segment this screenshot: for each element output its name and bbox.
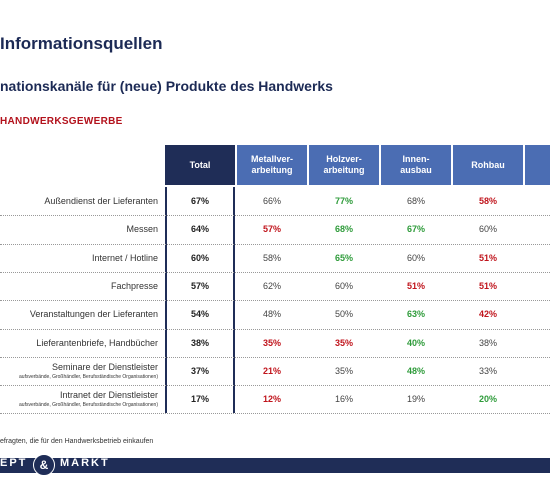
column-header: Rohbau — [453, 145, 523, 185]
section-label: HANDWERKSGEWERBE — [0, 116, 123, 127]
cell-value: 60% — [478, 224, 497, 235]
cell-value: 58% — [478, 196, 497, 206]
column-header: Total — [165, 145, 235, 185]
cell-value: 60% — [406, 252, 425, 263]
cell-value: 57% — [190, 280, 209, 291]
cell-value: 35% — [334, 365, 353, 376]
column-header: Metallver-arbeitung — [237, 145, 307, 185]
cell-value: 35% — [262, 337, 281, 348]
cell-value: 16% — [334, 394, 353, 405]
cell-value: 37% — [190, 365, 209, 376]
cell-value: 12% — [262, 394, 281, 405]
cell-value: 68% — [406, 196, 425, 206]
column-header: Innen-ausbau — [381, 145, 451, 185]
header-text: Innen- — [402, 154, 430, 164]
subtitle: nationskanäle für (neue) Produkte des Ha… — [0, 78, 333, 94]
cell-value: 42% — [478, 309, 497, 320]
cell-value: 77% — [334, 196, 353, 206]
row-label: Fachpresse — [110, 280, 158, 291]
row-separator — [0, 356, 550, 358]
cell-value: 48% — [406, 365, 425, 376]
cell-value: 51% — [406, 280, 425, 291]
cell-value: 51% — [478, 280, 497, 291]
cell-value: 60% — [334, 280, 353, 291]
cell-value: 58% — [262, 252, 281, 263]
row-sublabel: aufsverbände, Großhändler, Berufsständis… — [19, 402, 158, 409]
row-label: Internet / Hotline — [91, 252, 158, 263]
header-text: Metallver- — [250, 154, 294, 164]
header-text: Holzver- — [326, 154, 362, 164]
cell-value: 57% — [262, 224, 281, 235]
header-text: Rohbau — [471, 159, 505, 170]
row-separator — [0, 243, 550, 245]
cell-value: 65% — [334, 252, 353, 263]
cell-value: 19% — [406, 394, 425, 405]
cell-value: 66% — [262, 196, 281, 206]
row-label: Seminare der Dienstleister — [51, 361, 158, 372]
row-separator — [0, 215, 550, 217]
cell-value: 48% — [262, 309, 281, 320]
cell-value: 62% — [262, 280, 281, 291]
header-text: arbeitung — [323, 165, 365, 175]
cell-value: 68% — [334, 224, 353, 235]
header-text: Total — [189, 159, 211, 170]
cell-value: 40% — [406, 337, 425, 348]
row-sublabel: aufsverbände, Großhändler, Berufsständis… — [19, 373, 158, 380]
row-label: Lieferantenbriefe, Handbücher — [36, 337, 158, 348]
row-separator — [0, 413, 550, 415]
row-separator — [0, 385, 550, 387]
cell-value: 38% — [478, 337, 497, 348]
header-text: arbeitung — [251, 165, 293, 175]
cell-value: 51% — [478, 252, 497, 263]
column-header: Eha — [525, 145, 550, 185]
logo-mid: & — [33, 454, 55, 476]
row-label: Messen — [126, 224, 158, 235]
cell-value: 60% — [190, 252, 209, 263]
footnote: efragten, die für den Handwerksbetrieb e… — [0, 438, 154, 445]
cell-value: 35% — [334, 337, 353, 348]
cell-value: 54% — [190, 309, 209, 320]
row-label: Intranet der Dienstleister — [59, 390, 158, 401]
title: Informationsquellen — [0, 34, 163, 53]
row-separator — [0, 300, 550, 302]
row-separator — [0, 328, 550, 330]
logo-left: EPT — [0, 457, 28, 469]
cell-value: 21% — [262, 365, 281, 376]
row-label: Veranstaltungen der Lieferanten — [29, 309, 158, 320]
cell-value: 33% — [478, 365, 497, 376]
row-separator — [0, 271, 550, 273]
cell-value: 63% — [406, 309, 425, 320]
cell-value: 20% — [478, 394, 497, 405]
header-text: ausbau — [400, 165, 432, 175]
column-header: Holzver-arbeitung — [309, 145, 379, 185]
row-label: Außendienst der Lieferanten — [44, 196, 158, 206]
cell-value: 17% — [190, 394, 209, 405]
cell-value: 50% — [334, 309, 353, 320]
cell-value: 67% — [406, 224, 425, 235]
footer-bar — [0, 458, 550, 473]
logo-right: MARKT — [60, 457, 110, 469]
cell-value: 67% — [190, 196, 209, 206]
cell-value: 38% — [190, 337, 209, 348]
cell-value: 64% — [190, 224, 209, 235]
